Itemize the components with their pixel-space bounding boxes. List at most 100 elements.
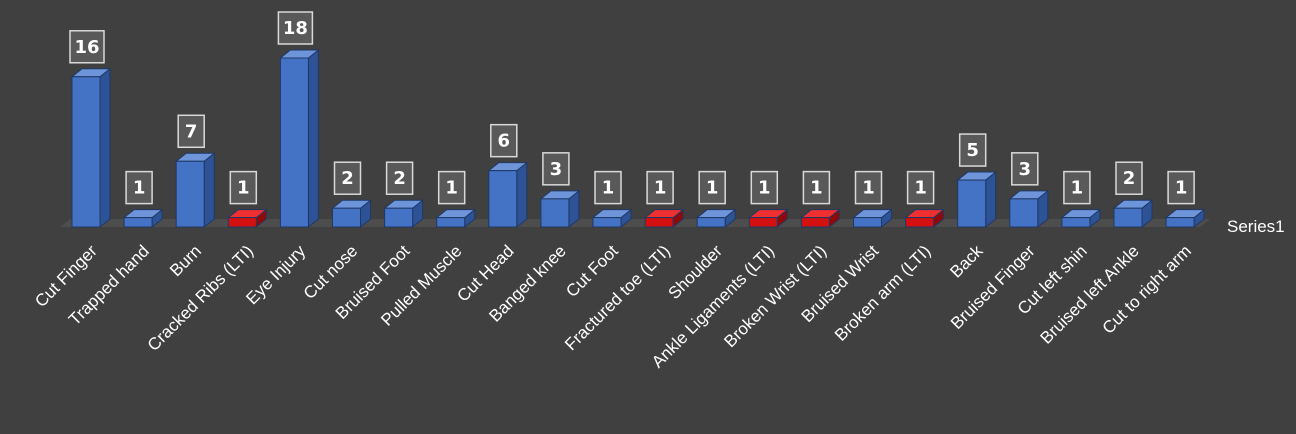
bar [539, 189, 581, 229]
bar-front [957, 179, 987, 228]
data-label: 1 [802, 170, 831, 205]
bar [591, 208, 633, 229]
bar [122, 208, 164, 229]
bar [174, 152, 216, 229]
bar-front [748, 217, 778, 228]
data-label-box [802, 170, 831, 205]
data-label-box [594, 170, 622, 205]
bar-front [853, 217, 882, 228]
data-label: 1 [750, 170, 779, 205]
bar [852, 208, 893, 229]
bar-front [1165, 217, 1195, 228]
bar [956, 171, 998, 229]
data-label-box [854, 170, 883, 205]
data-label: 3 [542, 152, 570, 186]
bar [747, 208, 789, 229]
bar [799, 208, 841, 229]
data-label: 5 [958, 133, 987, 167]
data-label-text: 1 [1175, 178, 1188, 199]
bar-side [203, 152, 215, 229]
bar [226, 208, 268, 229]
bar-front [644, 217, 674, 228]
bar-front [71, 76, 101, 228]
data-label-text: 1 [810, 178, 823, 199]
bar [1112, 199, 1154, 229]
bar-front [384, 207, 414, 228]
data-label: 1 [906, 170, 935, 205]
bar-front [227, 217, 257, 228]
data-label-text: 1 [706, 178, 719, 199]
data-label-text: 18 [283, 18, 308, 39]
data-label-box [69, 30, 105, 64]
bar-front [175, 160, 205, 228]
legend-series-label: Series1 [1227, 217, 1285, 236]
data-label-box [177, 114, 205, 149]
bar-front [123, 217, 153, 228]
bar-front [905, 217, 935, 228]
data-label-box [646, 170, 674, 205]
bar [1008, 189, 1050, 229]
data-label-text: 3 [550, 159, 563, 180]
data-label-box [750, 170, 779, 205]
data-label-box [698, 170, 726, 205]
data-label-text: 1 [1071, 178, 1084, 199]
data-label: 2 [333, 161, 362, 195]
data-label-text: 1 [602, 178, 615, 199]
bar [904, 208, 946, 229]
data-label: 1 [125, 170, 153, 205]
data-label-box [490, 123, 518, 158]
bar-front [540, 198, 570, 228]
data-label-text: 1 [758, 178, 771, 199]
data-label: 1 [646, 170, 674, 205]
data-label: 2 [1115, 161, 1143, 195]
bar-front [332, 207, 361, 228]
data-label-text: 1 [133, 178, 146, 199]
data-label: 1 [594, 170, 622, 205]
data-label: 6 [490, 123, 518, 158]
data-label-box [277, 11, 314, 45]
data-label-box [1115, 161, 1143, 195]
bar-front [279, 57, 309, 228]
data-label: 16 [69, 30, 105, 64]
data-label-box [958, 133, 987, 167]
data-label: 3 [1011, 152, 1039, 186]
data-label-box [1011, 152, 1039, 186]
data-label-box [542, 152, 570, 186]
data-label-text: 1 [237, 178, 250, 199]
data-label-box [1063, 170, 1091, 205]
data-label: 1 [854, 170, 883, 205]
data-label-text: 5 [966, 140, 979, 161]
bar [695, 208, 737, 229]
data-label-text: 2 [393, 168, 406, 189]
data-label: 18 [277, 11, 314, 45]
data-label: 1 [229, 170, 258, 205]
data-label-box [437, 170, 466, 205]
category-label: Bruised left Ankle [1037, 241, 1143, 347]
bar [70, 67, 112, 229]
data-label-text: 2 [341, 168, 354, 189]
bar-front [592, 217, 622, 228]
bar [278, 48, 320, 229]
bar-side [985, 171, 997, 229]
bar-side [307, 48, 319, 229]
bar [435, 208, 477, 229]
data-label-box [229, 170, 258, 205]
data-label: 1 [1167, 170, 1195, 205]
bar-front [1009, 198, 1039, 228]
bar [1060, 208, 1102, 229]
category-label: Broken arm (LTI) [831, 241, 934, 344]
bar [331, 199, 372, 229]
bar-front [1061, 217, 1091, 228]
category-label: Back [946, 241, 987, 282]
data-label-box [385, 161, 414, 195]
bar [1164, 208, 1206, 229]
data-label-text: 1 [914, 178, 927, 199]
bar [643, 208, 685, 229]
data-label-box [906, 170, 935, 205]
data-label-box [125, 170, 153, 205]
bar-front [800, 217, 830, 228]
data-label: 1 [1063, 170, 1091, 205]
category-label: Burn [166, 241, 205, 280]
